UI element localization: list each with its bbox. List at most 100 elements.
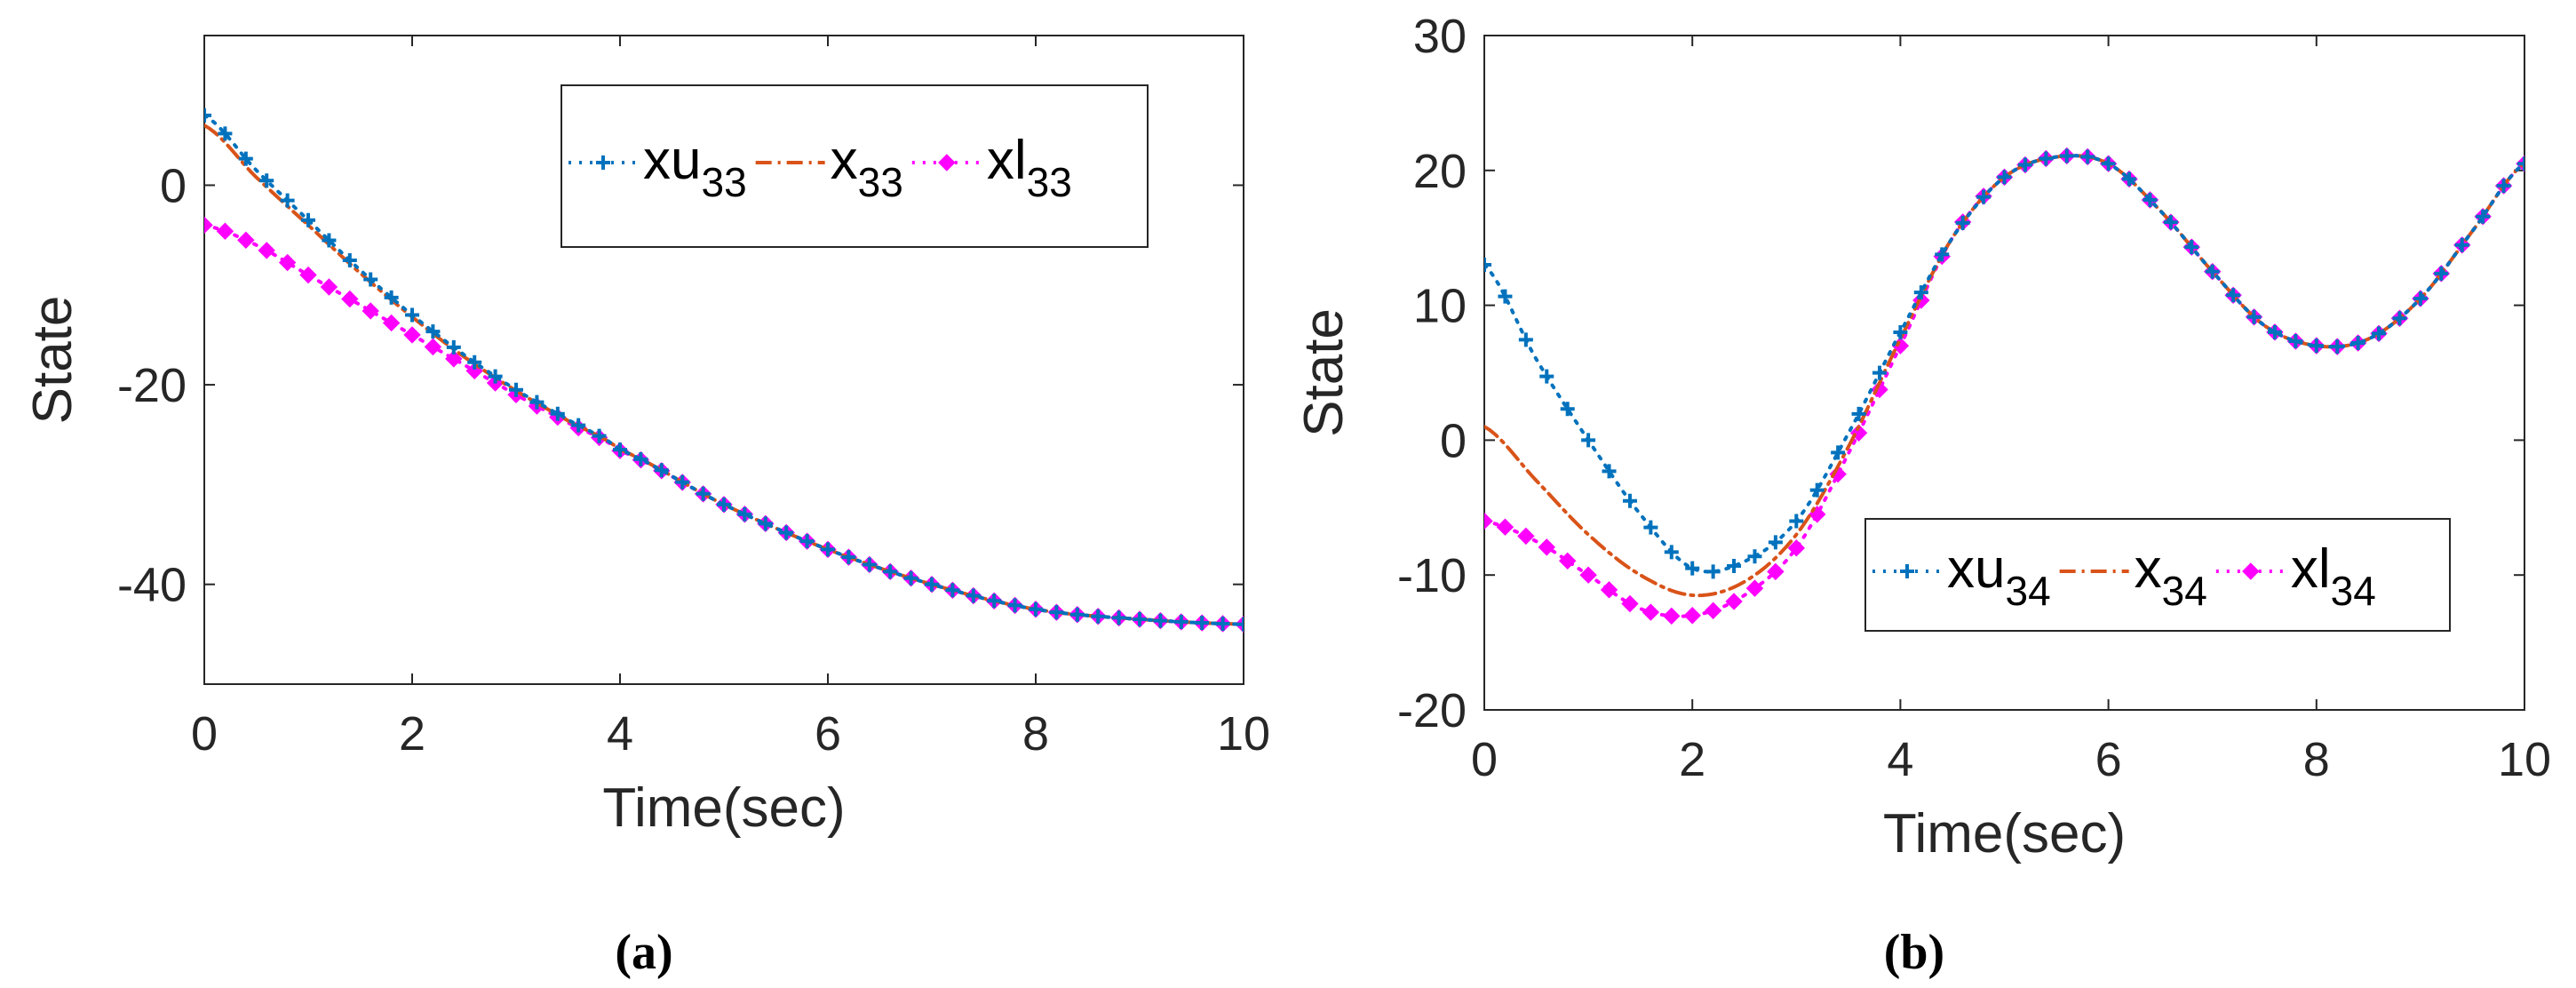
marker-xl34 <box>1484 512 1493 530</box>
marker-xu33 <box>883 564 898 579</box>
marker-xl34 <box>1683 607 1701 625</box>
x-tick-label: 0 <box>1471 733 1498 786</box>
marker-xu33 <box>571 418 586 433</box>
subfigure-caption: (a) <box>615 925 672 980</box>
y-tick-label: -10 <box>1397 549 1467 602</box>
x-tick-label: 4 <box>607 707 633 761</box>
marker-xu33 <box>550 406 565 421</box>
marker-xu33 <box>259 173 274 188</box>
y-tick-label: -40 <box>117 559 187 612</box>
marker-xl34 <box>1517 527 1535 546</box>
marker-xl34 <box>1579 566 1597 584</box>
marker-xl33 <box>216 222 235 240</box>
marker-xl34 <box>1767 562 1785 581</box>
marker-xu33 <box>737 506 752 522</box>
y-axis-label: State <box>1293 308 1355 437</box>
marker-xl34 <box>1871 380 1888 399</box>
legend-marker <box>1900 564 1914 578</box>
marker-xu33 <box>945 583 960 598</box>
marker-xu34 <box>1622 493 1637 508</box>
marker-xu33 <box>363 272 378 287</box>
marker-xl34 <box>1538 538 1555 556</box>
marker-xu33 <box>1049 605 1064 620</box>
marker-xu34 <box>2184 240 2199 255</box>
marker-xu34 <box>1893 324 1908 339</box>
marker-xu33 <box>1133 612 1147 626</box>
marker-xu34 <box>2163 215 2178 230</box>
marker-xl33 <box>341 290 359 308</box>
marker-xu34 <box>1498 289 1513 304</box>
marker-xu34 <box>1997 170 2012 185</box>
y-tick-label: 0 <box>1440 414 1467 467</box>
marker-xu33 <box>675 474 690 490</box>
marker-xl33 <box>258 242 275 259</box>
marker-xu34 <box>1955 215 1970 230</box>
marker-xl34 <box>1642 603 1660 621</box>
marker-xu34 <box>1831 445 1846 460</box>
series-line-xl33 <box>204 223 1244 626</box>
marker-xl34 <box>1621 594 1639 613</box>
marker-xu34 <box>1518 332 1533 347</box>
marker-xu34 <box>2309 339 2324 354</box>
marker-xu34 <box>2330 339 2345 355</box>
marker-xu33 <box>592 428 607 443</box>
marker-xu34 <box>1913 285 1928 300</box>
plot-area-box <box>203 35 1244 685</box>
marker-xu33 <box>1069 607 1085 622</box>
marker-xl34 <box>1787 539 1806 557</box>
marker-xu33 <box>696 486 711 501</box>
marker-xl34 <box>1558 552 1577 570</box>
marker-xu34 <box>1705 564 1721 579</box>
marker-xu34 <box>1581 433 1596 448</box>
marker-xu33 <box>204 108 211 123</box>
marker-xu33 <box>841 550 856 565</box>
x-tick-label: 0 <box>191 707 218 761</box>
x-tick-label: 10 <box>1217 707 1270 761</box>
marker-xl33 <box>362 302 379 320</box>
marker-xu34 <box>1643 520 1658 535</box>
legend-label-xl34: xl34 <box>2291 538 2376 614</box>
marker-xu34 <box>2039 151 2054 166</box>
marker-xu34 <box>1935 247 1950 262</box>
y-tick-label: 30 <box>1413 10 1467 63</box>
legend-box <box>1864 518 2451 632</box>
marker-xu34 <box>1789 514 1804 529</box>
x-tick-label: 6 <box>2095 733 2122 786</box>
marker-xu33 <box>1153 613 1168 628</box>
marker-xu33 <box>987 594 1002 609</box>
marker-xl34 <box>1725 593 1743 610</box>
marker-xu33 <box>488 369 503 384</box>
legend: xu34 x34 xl34 <box>1864 518 2451 632</box>
marker-xu34 <box>2122 171 2137 187</box>
y-tick-label: 10 <box>1413 280 1467 333</box>
marker-xu33 <box>654 463 669 478</box>
marker-xu33 <box>821 542 835 557</box>
marker-xu34 <box>2246 309 2262 324</box>
marker-xu34 <box>2205 264 2220 279</box>
marker-xu34 <box>1976 189 1992 204</box>
marker-xu33 <box>717 497 731 512</box>
marker-xu34 <box>2476 209 2491 224</box>
marker-xl33 <box>320 278 338 296</box>
marker-xl33 <box>445 350 463 368</box>
marker-xu34 <box>2350 335 2365 350</box>
chart-b: 0 2 4 6 8 10 -20 -10 0 10 20 30 Time(sec) State (b) xu3… <box>1293 10 2551 980</box>
legend-marker <box>938 154 956 171</box>
marker-xu33 <box>1215 616 1230 631</box>
marker-xu34 <box>1809 482 1825 498</box>
x-axis-label: Time(sec) <box>602 777 845 839</box>
marker-xu34 <box>1872 365 1887 380</box>
marker-xu33 <box>758 516 773 531</box>
marker-xu34 <box>2267 324 2282 339</box>
marker-xu34 <box>2517 156 2524 171</box>
marker-xu33 <box>613 442 627 458</box>
marker-xu33 <box>1195 616 1210 631</box>
marker-xu34 <box>2017 157 2032 172</box>
marker-xu33 <box>1111 610 1126 625</box>
x-tick-label: 8 <box>2303 733 2330 786</box>
marker-xu34 <box>1560 402 1575 417</box>
marker-xu33 <box>301 212 315 227</box>
marker-xu33 <box>509 382 523 397</box>
marker-xu34 <box>2059 148 2074 163</box>
marker-xl34 <box>1496 518 1515 536</box>
